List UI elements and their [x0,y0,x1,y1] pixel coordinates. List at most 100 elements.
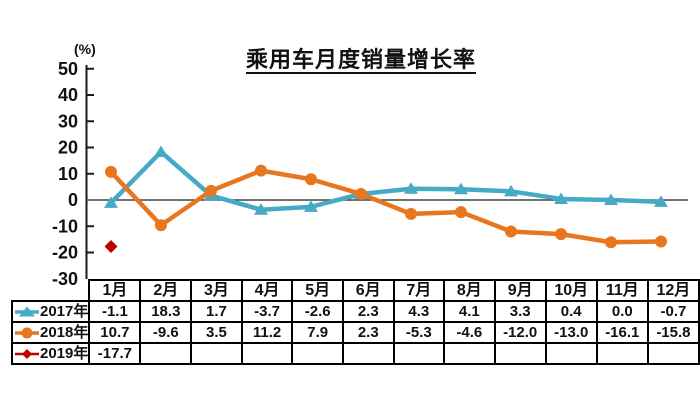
value-cell: -1.1 [88,300,142,323]
value-cell: -2.6 [291,300,344,323]
legend-cell-2018年: 2018年 [10,321,91,344]
value-cell [646,342,700,365]
circle-marker [655,235,667,248]
value-cell: 3.3 [493,300,547,323]
month-header: 3月 [190,279,243,302]
y-axis-tick-label: -20 [52,243,78,263]
series-line-2018年 [108,168,664,245]
y-axis-tick-label: -30 [52,269,78,289]
value-cell: -17.7 [88,342,142,365]
series-2019年 [104,239,118,253]
table-row-2018年: 2018年 10.7 -9.6 3.5 11.2 7.9 2.3 -5.3 -4.6 -12.0-… [10,321,700,344]
month-header: 4月 [240,279,294,302]
value-cell: -0.7 [646,300,700,323]
y-axis-unit-label: (%) [74,41,96,57]
circle-marker [505,225,517,238]
value-cell: 2.3 [342,321,395,344]
value-cell: 0.0 [595,300,649,323]
value-cell: -12.0 [493,321,547,344]
value-cell [291,342,344,365]
circle-marker [155,219,167,232]
month-header: 5月 [291,279,344,302]
triangle-marker [654,195,668,207]
value-cell: -4.6 [443,321,496,344]
month-header: 8月 [443,279,496,302]
value-cell: 10.7 [88,321,142,344]
value-cell: -3.7 [240,300,294,323]
value-cell [190,342,243,365]
value-cell [240,342,294,365]
value-cell: 4.1 [443,300,496,323]
circle-marker [105,165,117,178]
circle-marker [405,207,417,220]
month-header: 6月 [342,279,395,302]
legend-cell-2019年: 2019年 [10,342,91,365]
table-corner-cell [12,280,89,301]
value-cell: 1.7 [190,300,243,323]
month-header: 1月 [88,279,142,302]
y-axis-tick-label: 0 [68,190,78,210]
y-axis-tick-label: 40 [58,85,78,105]
value-cell: 0.4 [544,300,598,323]
data-table: 1月 2月 3月 4月 5月 6月 7月 8月 9月 10月 11月 12月 2017年 -1.1 18.3… [10,279,700,365]
legend-label: 2017年 [40,303,89,320]
diamond-marker [104,239,118,253]
value-cell: 3.5 [190,321,243,344]
value-cell: -13.0 [544,321,598,344]
value-cell: -5.3 [392,321,446,344]
triangle-marker [254,203,268,215]
legend-label: 2019年 [40,345,89,362]
value-cell: -9.6 [139,321,193,344]
value-cell: -15.8 [646,321,700,344]
triangle-marker [604,193,618,205]
value-cell: -16.1 [595,321,649,344]
month-header: 12月 [646,279,700,302]
value-cell: 2.3 [342,300,395,323]
month-header: 2月 [139,279,193,302]
legend-key-2018年-icon [15,327,39,338]
table-header-row: 1月 2月 3月 4月 5月 6月 7月 8月 9月 10月 11月 12月 [12,279,700,302]
circle-marker [455,206,467,219]
circle-marker [355,187,367,200]
legend-label: 2018年 [40,324,89,341]
legend-key-2017年-icon [15,306,39,316]
value-cell [544,342,598,365]
month-header: 9月 [493,279,547,302]
y-axis-tick-label: 30 [58,111,78,131]
y-axis-tick-label: 20 [58,138,78,158]
triangle-marker [504,184,518,197]
triangle-marker [104,196,118,208]
table-row-2019年: 2019年 -17.7 [10,342,700,365]
table-row-2017年: 2017年 -1.1 18.3 1.7 -3.7 -2.6 2.3 4.3 4.1 3.3 0.4 0… [10,300,700,323]
value-cell [493,342,547,365]
value-cell [392,342,446,365]
legend-cell-2017年: 2017年 [10,300,91,323]
y-axis-tick-label: -10 [52,216,78,236]
triangle-marker [554,192,568,204]
circle-marker [555,228,567,241]
legend-key-2019年-icon [15,348,39,359]
value-cell: 4.3 [392,300,446,323]
triangle-marker [454,182,468,195]
value-cell [595,342,649,365]
y-axis-tick-label: 10 [58,164,78,184]
chart-title-text: 乘用车月度销量增长率 [245,47,476,72]
month-header: 11月 [595,279,649,302]
chart-title: 乘用车月度销量增长率 [22,42,700,74]
value-cell: 7.9 [291,321,344,344]
circle-marker [205,184,217,197]
month-header: 7月 [392,279,446,302]
value-cell [139,342,193,365]
value-cell [443,342,496,365]
circle-marker [605,236,617,249]
triangle-marker [404,182,418,194]
month-header: 10月 [544,279,598,302]
value-cell [342,342,395,365]
series-line-2017年 [108,149,664,212]
triangle-marker [304,200,318,212]
triangle-marker [154,145,168,157]
circle-marker [255,164,267,177]
value-cell: 18.3 [139,300,193,323]
value-cell: 11.2 [240,321,294,344]
